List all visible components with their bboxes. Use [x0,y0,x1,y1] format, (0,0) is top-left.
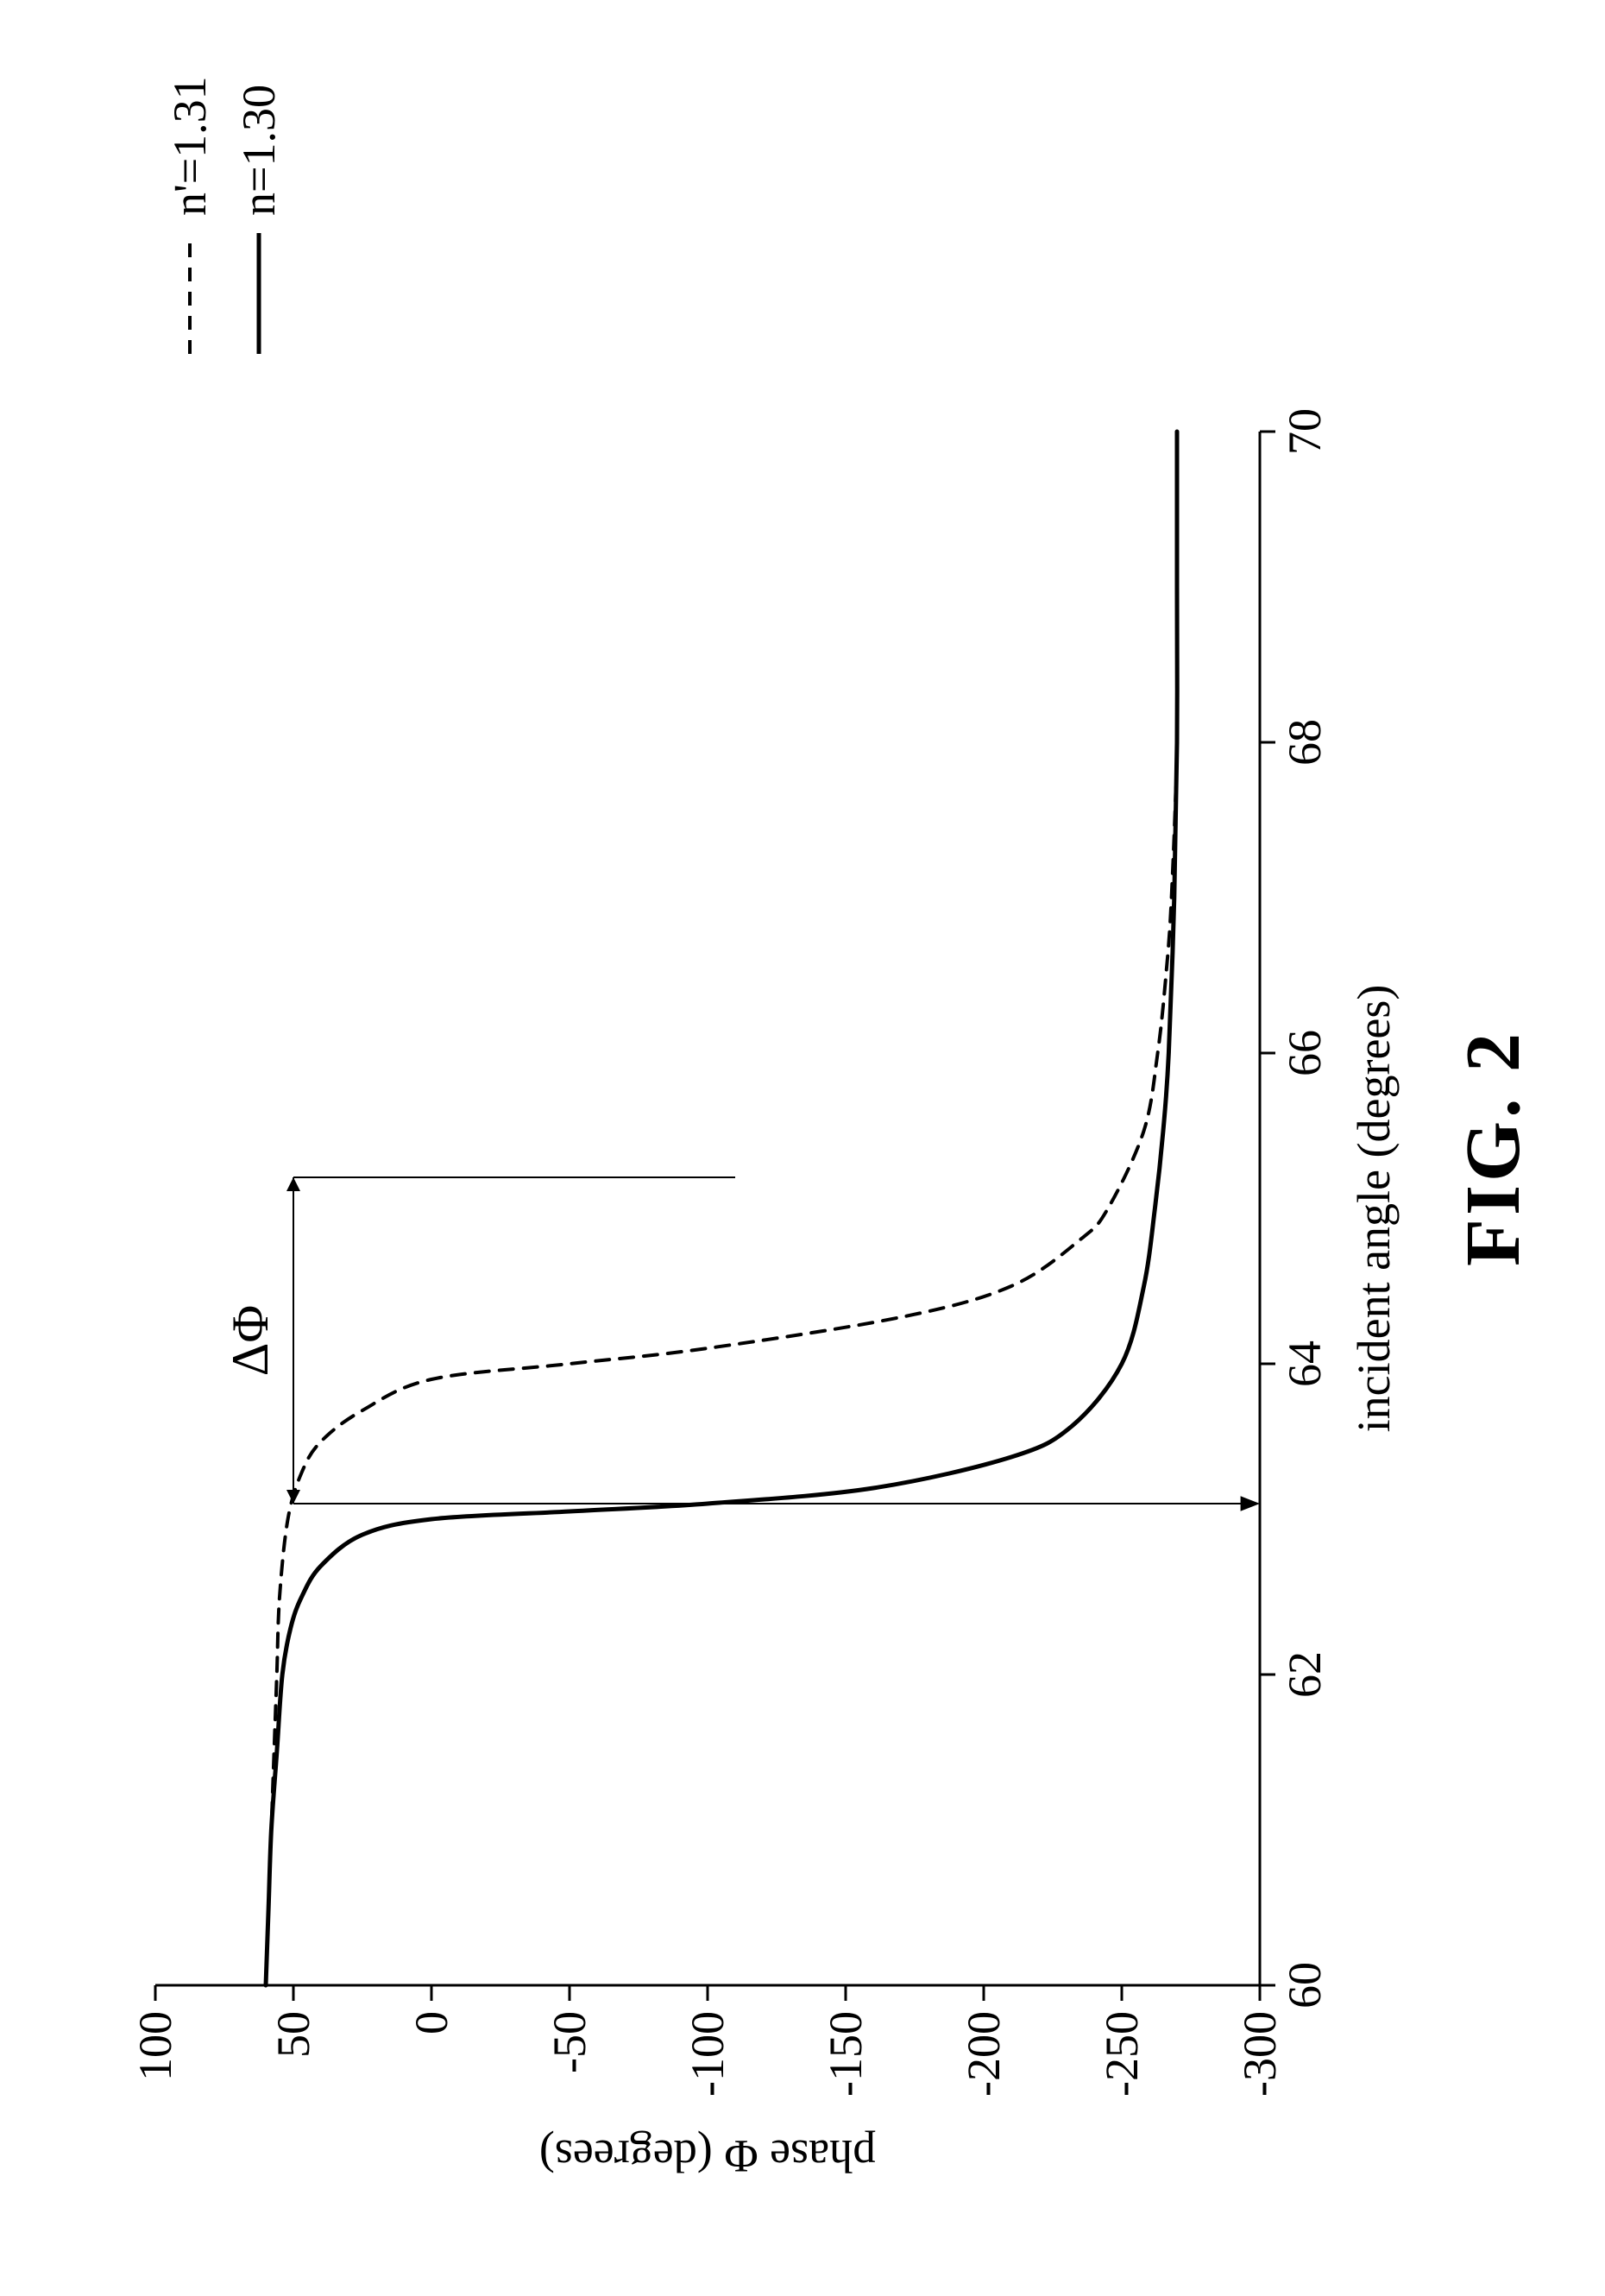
x-tick-label: 70 [1279,408,1331,455]
y-tick-label: -50 [544,2011,595,2073]
x-tick-label: 68 [1279,719,1331,766]
x-tick-label: 66 [1279,1030,1331,1076]
x-axis-label: incident angle (degrees) [1348,985,1400,1433]
y-tick-label: -250 [1096,2011,1148,2097]
y-axis-label: phase Φ (degrees) [539,2130,876,2182]
figure-label: FIG. 2 [1451,1030,1536,1266]
y-tick-label: 100 [129,2011,181,2081]
x-tick-label: 60 [1279,1962,1331,2009]
phase-vs-angle-chart: 60 62 64 66 68 70 -300 -250 -200 -150 -100 -50 0 50 10… [0,0,1605,2296]
y-tick-label: -200 [958,2011,1010,2097]
legend-label: n'=1.31 [164,76,216,216]
chart-container: 60 62 64 66 68 70 -300 -250 -200 -150 -100 -50 0 50 10… [0,0,1605,2296]
y-tick-label: -300 [1234,2011,1286,2097]
y-tick-label: 0 [406,2011,457,2034]
x-tick-label: 62 [1279,1651,1331,1698]
legend-label: n=1.30 [233,85,285,216]
y-tick-label: -100 [682,2011,733,2097]
y-tick-label: -150 [820,2011,872,2097]
y-tick-label: 50 [268,2011,319,2058]
x-tick-label: 64 [1279,1340,1331,1387]
delta-phi-label: ΔΦ [222,1305,279,1376]
